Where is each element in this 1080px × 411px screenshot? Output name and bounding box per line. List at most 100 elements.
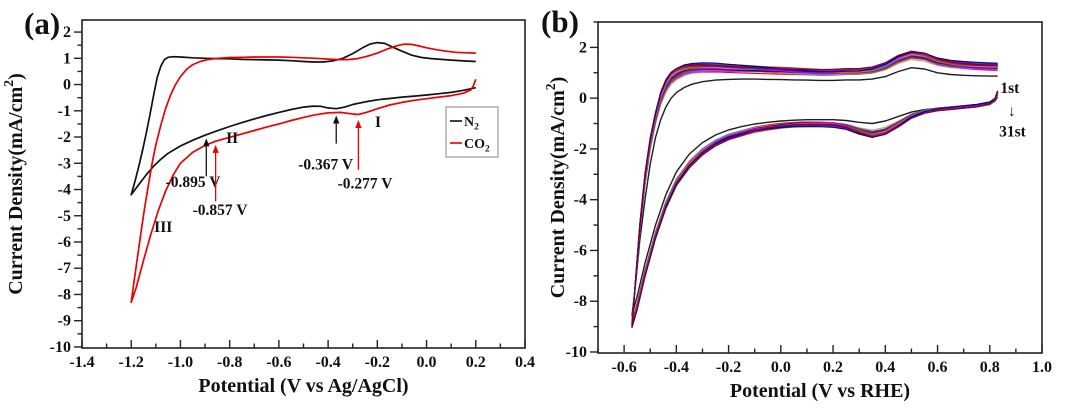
- cycle-curve: [631, 53, 999, 326]
- cycle-curve: [631, 53, 999, 325]
- cycle-curve: [631, 53, 999, 326]
- y-tick-label: -7: [58, 260, 71, 277]
- y-tick-label: -10: [566, 344, 587, 361]
- x-tick-label: 0.0: [417, 354, 437, 371]
- cycle-curve: [631, 50, 999, 328]
- cycle-curve: [631, 53, 999, 327]
- annotation-arrowhead: [203, 138, 210, 147]
- annotation-arrowhead: [212, 144, 219, 153]
- annotation-text: III: [154, 219, 172, 236]
- x-tick-label: -1.4: [69, 354, 94, 371]
- series-n2-curve: [130, 41, 476, 196]
- annotation-text: -0.895 V: [166, 174, 222, 191]
- cycle-curve: [631, 54, 999, 325]
- legend-entry-label: N2​: [464, 115, 479, 133]
- cycle-curve: [631, 52, 999, 327]
- x-tick-label: -1.2: [119, 354, 144, 371]
- cycle-curve: [631, 53, 999, 326]
- y-tick-label: -8: [58, 286, 71, 303]
- x-tick-label: -0.4: [315, 354, 340, 371]
- annotation-text: -0.857 V: [193, 202, 249, 219]
- x-tick-label: 0.0: [771, 359, 791, 376]
- legend-entry-label: CO2​: [464, 137, 490, 155]
- y-tick-label: -5: [58, 208, 71, 225]
- cycle-curve: [631, 51, 999, 328]
- cycle-curve: [631, 56, 999, 325]
- panel-b-chart: -0.6 -0.4 -0.2 0.0 0.2 0.4 0.6 0.8 1.0 2 0 -2 -4 -6 -8…: [543, 21, 1052, 402]
- y-tick-label: 0: [63, 77, 71, 94]
- y-tick-label: -3: [58, 155, 71, 172]
- x-tick-label: 1.0: [1032, 359, 1052, 376]
- annotation-text: I: [375, 114, 381, 131]
- panel-a-chart: -1.4 -1.2 -1.0 -0.8 -0.6 -0.4 -0.2 0.0 0.2 0.4 2 1 0…: [1, 19, 535, 397]
- annotation-arrowhead: [355, 119, 362, 128]
- cycle-curve: [631, 51, 999, 329]
- y-tick-label: 2: [63, 24, 71, 41]
- y-axis-label: Current Density(mA/cm2​): [1, 73, 27, 295]
- cycle-curve: [631, 50, 999, 328]
- x-tick-label: -0.2: [716, 359, 741, 376]
- plot-frame: [597, 21, 1043, 354]
- x-tick-label: 0.6: [928, 359, 948, 376]
- y-axis-label: Current Density(mA/cm2​): [543, 77, 569, 299]
- annotation-text: ↓: [1008, 103, 1016, 120]
- cycle-curve: [631, 53, 999, 327]
- y-tick-label: -9: [58, 313, 71, 330]
- series-co2-curve: [130, 43, 477, 304]
- cycle-curve: [631, 55, 999, 325]
- y-tick-label: -2: [574, 141, 587, 158]
- x-tick-label: 0.4: [515, 354, 535, 371]
- y-tick-label: -1: [58, 103, 71, 120]
- cycle-curve: [631, 51, 999, 327]
- annotation-text: -0.277 V: [338, 176, 394, 193]
- y-tick-label: 0: [579, 90, 587, 107]
- x-tick-label: -0.6: [266, 354, 291, 371]
- legend: N2​ CO2​: [445, 106, 499, 158]
- x-tick-label: -0.2: [365, 354, 390, 371]
- x-tick-label: -0.8: [217, 354, 242, 371]
- y-tick-label: -6: [574, 242, 587, 259]
- y-tick-label: 2: [579, 39, 587, 56]
- annotation-arrowhead: [333, 115, 340, 124]
- x-tick-label: 0.2: [466, 354, 486, 371]
- cycle-curve: [631, 53, 999, 326]
- legend-box: [445, 106, 499, 158]
- cycle-curve: [631, 67, 999, 316]
- cycle-curve: [631, 57, 999, 323]
- y-tick-label: -4: [58, 182, 71, 199]
- x-tick-label: -0.4: [664, 359, 689, 376]
- cycle-curve: [631, 56, 999, 324]
- annotation-text: -0.367 V: [298, 157, 354, 174]
- cycle-curve: [631, 55, 999, 326]
- y-tick-label: -6: [58, 234, 71, 251]
- x-tick-label: 0.8: [980, 359, 1000, 376]
- cycle-curve: [631, 57, 999, 324]
- x-tick-label: 0.4: [875, 359, 895, 376]
- cycle-curve: [631, 55, 999, 325]
- cycle-curve: [631, 52, 999, 326]
- cycle-curve: [631, 58, 999, 322]
- cycle-curve: [631, 54, 999, 326]
- annotation-text: II: [226, 130, 238, 147]
- cycle-curve: [631, 52, 999, 326]
- y-tick-label: 1: [63, 50, 71, 67]
- cycle-curve: [631, 52, 999, 328]
- x-axis-label: Potential (V vs Ag/AgCl): [198, 375, 408, 397]
- y-tick-label: -4: [574, 192, 587, 209]
- cycle-curve: [631, 56, 999, 323]
- cycle-curve: [631, 55, 999, 325]
- y-tick-label: -2: [58, 129, 71, 146]
- panel-a-label: (a): [24, 6, 61, 41]
- annotation-text: 1st: [1000, 80, 1020, 97]
- cycle-curve: [631, 55, 999, 324]
- annotation-text: 31st: [999, 124, 1027, 141]
- x-tick-label: 0.2: [823, 359, 843, 376]
- y-tick-label: -10: [50, 339, 71, 356]
- x-axis-label: Potential (V vs RHE): [730, 380, 910, 402]
- x-tick-label: -0.6: [611, 359, 636, 376]
- panel-b-label: (b): [541, 4, 579, 39]
- y-tick-label: -8: [574, 293, 587, 310]
- x-tick-label: -1.0: [168, 354, 193, 371]
- cycle-curve: [631, 56, 999, 323]
